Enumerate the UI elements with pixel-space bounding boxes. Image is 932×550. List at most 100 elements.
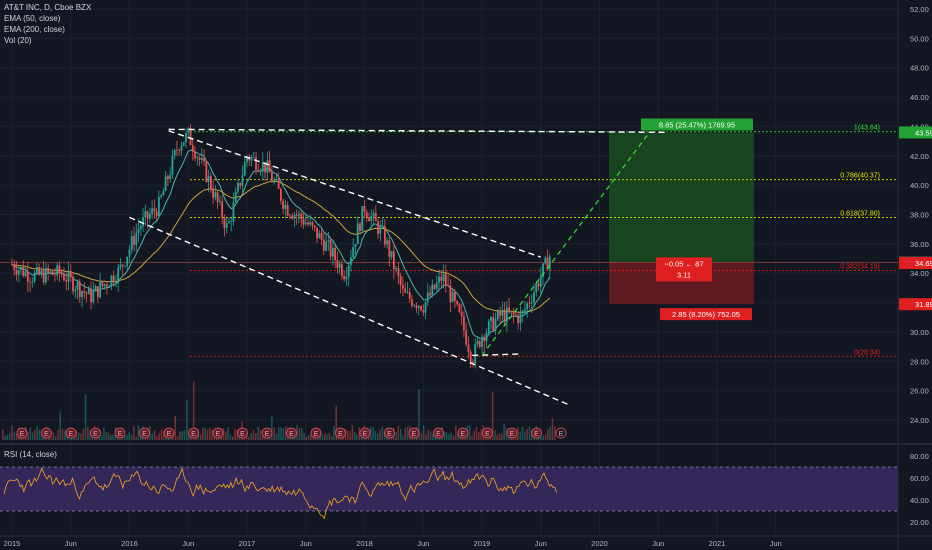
candle-body-51 xyxy=(126,256,129,266)
candle-body-3 xyxy=(17,270,20,275)
candle-body-193 xyxy=(447,285,450,287)
candle-body-87 xyxy=(207,175,210,182)
candle-body-36 xyxy=(92,291,95,303)
volume-bar xyxy=(8,432,11,440)
candle-body-111 xyxy=(261,162,264,172)
candle-body-94 xyxy=(223,218,226,228)
legend-symbol[interactable]: AT&T INC, D, Cboe BZX xyxy=(4,3,92,12)
fib-label-2: 0.618(37.80) xyxy=(840,210,880,217)
candle-body-48 xyxy=(119,264,122,268)
legend-rsi[interactable]: RSI (14, close) xyxy=(4,450,57,459)
candle-body-83 xyxy=(198,157,201,160)
volume-bar xyxy=(335,405,337,440)
legend-ema200[interactable]: EMA (200, close) xyxy=(4,25,65,34)
price-label-bg-0 xyxy=(899,126,932,139)
volume-bar xyxy=(27,432,29,440)
x-tick-1: Jun xyxy=(65,539,77,548)
volume-bar xyxy=(202,427,204,440)
earnings-marker-label-21: E xyxy=(534,431,539,438)
volume-bar xyxy=(82,428,84,440)
candle-body-110 xyxy=(259,171,262,172)
volume-bar xyxy=(305,436,308,440)
candle-body-184 xyxy=(426,292,429,302)
candle-body-115 xyxy=(270,172,273,182)
trend-lines[interactable] xyxy=(129,128,669,406)
x-tick-10: 2020 xyxy=(591,539,608,548)
candle-body-5 xyxy=(22,267,25,276)
candle-body-42 xyxy=(106,284,108,287)
volume-bar xyxy=(427,429,429,440)
volume-bar xyxy=(296,425,298,440)
candle-body-229 xyxy=(528,303,531,305)
profit-zone xyxy=(609,132,754,263)
ema50-line xyxy=(11,149,551,340)
candle-body-153 xyxy=(356,223,359,245)
x-tick-12: 2021 xyxy=(709,539,726,548)
candle-body-192 xyxy=(444,273,447,286)
candle-body-140 xyxy=(327,240,330,242)
volume-bar xyxy=(100,435,103,440)
candle-body-113 xyxy=(266,160,269,173)
volume-bar xyxy=(503,423,505,440)
volume-bar xyxy=(524,431,526,440)
candle-body-95 xyxy=(225,222,228,228)
earnings-marker-7 xyxy=(188,427,199,439)
volume-bar xyxy=(80,433,82,440)
candle-body-128 xyxy=(300,213,303,220)
earnings-marker-label-18: E xyxy=(461,431,466,438)
candle-body-219 xyxy=(505,307,508,322)
y-tick-1: 50.00 xyxy=(910,34,929,43)
candle-body-46 xyxy=(115,282,117,283)
candle-body-148 xyxy=(345,276,348,280)
volume-bar xyxy=(248,436,250,440)
candle-body-134 xyxy=(313,225,316,228)
earnings-marker-2 xyxy=(65,427,77,439)
candle-body-177 xyxy=(411,298,413,306)
candle-body-71 xyxy=(171,155,174,175)
earnings-marker-label-5: E xyxy=(142,431,147,438)
candle-body-72 xyxy=(173,150,176,156)
earnings-marker-19 xyxy=(482,427,493,439)
candle-body-216 xyxy=(499,310,501,316)
volume-bar xyxy=(443,432,446,440)
candle-body-195 xyxy=(451,291,454,302)
earnings-marker-label-2: E xyxy=(69,431,74,438)
volume-bar xyxy=(89,430,91,440)
fib-label-1: 0.786(40.37) xyxy=(840,173,880,180)
candle-body-152 xyxy=(354,244,357,248)
candle-body-236 xyxy=(544,257,547,264)
x-tick-3: Jun xyxy=(182,539,194,548)
x-tick-7: Jun xyxy=(417,539,429,548)
candle-body-138 xyxy=(322,239,325,251)
volume-bar xyxy=(236,429,239,440)
volume-bar xyxy=(66,435,68,440)
projection-line xyxy=(481,133,649,356)
candle-body-67 xyxy=(162,190,165,196)
legend-vol[interactable]: Vol (20) xyxy=(4,36,32,45)
candle-body-157 xyxy=(365,211,368,218)
volume-bar xyxy=(324,433,326,440)
earnings-marker-12 xyxy=(310,427,322,439)
legend-ema50[interactable]: EMA (50, close) xyxy=(4,14,61,23)
earnings-marker-label-19: E xyxy=(485,431,490,438)
candle-body-65 xyxy=(157,197,160,216)
candle-body-63 xyxy=(153,208,156,212)
candle-body-99 xyxy=(234,191,237,203)
volume-bar xyxy=(64,429,66,440)
x-tick-8: 2019 xyxy=(474,539,491,548)
volume-bar xyxy=(505,428,508,440)
candle-body-68 xyxy=(164,176,167,191)
volume-bar xyxy=(140,435,142,440)
candle-body-86 xyxy=(205,161,208,182)
volume-bar xyxy=(135,436,137,440)
candle-body-13 xyxy=(40,270,43,275)
candle-body-231 xyxy=(533,292,535,303)
candle-body-123 xyxy=(289,215,291,217)
volume-bar xyxy=(13,431,15,440)
candle-body-218 xyxy=(503,309,506,322)
candle-body-88 xyxy=(209,175,212,190)
candle-body-61 xyxy=(148,214,151,219)
candle-body-154 xyxy=(359,223,361,231)
volume-bar xyxy=(183,429,186,440)
